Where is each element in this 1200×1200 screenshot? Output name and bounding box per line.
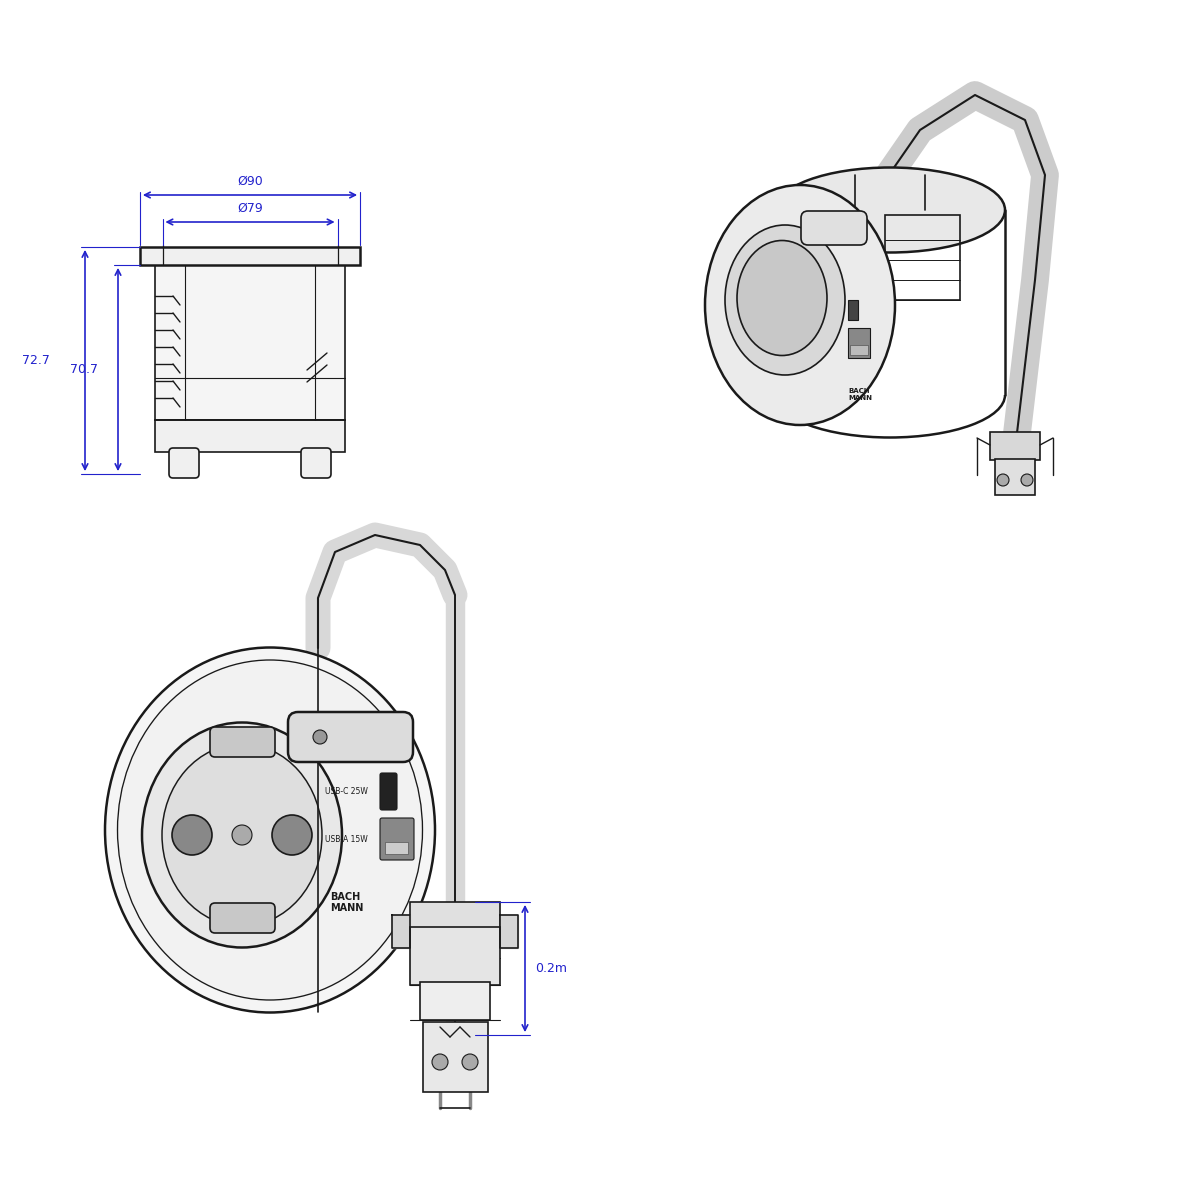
Bar bbox=[410, 926, 500, 985]
Text: 72.7: 72.7 bbox=[22, 354, 50, 367]
Text: BACH
MANN: BACH MANN bbox=[330, 892, 364, 913]
Text: 0.2m: 0.2m bbox=[535, 962, 568, 974]
Bar bbox=[422, 1022, 487, 1092]
Bar bbox=[155, 420, 346, 452]
Bar bbox=[848, 300, 858, 320]
Circle shape bbox=[432, 1054, 448, 1070]
Text: 70.7: 70.7 bbox=[70, 362, 98, 376]
Polygon shape bbox=[392, 914, 410, 948]
Text: USB-A 15W: USB-A 15W bbox=[325, 834, 367, 844]
Circle shape bbox=[997, 474, 1009, 486]
Ellipse shape bbox=[725, 226, 845, 374]
Bar bbox=[850, 346, 868, 355]
Bar bbox=[848, 328, 870, 358]
Bar bbox=[990, 432, 1040, 460]
Ellipse shape bbox=[775, 168, 1006, 252]
FancyBboxPatch shape bbox=[380, 818, 414, 860]
Ellipse shape bbox=[142, 722, 342, 948]
Bar bbox=[995, 460, 1036, 496]
Circle shape bbox=[172, 815, 212, 854]
Bar bbox=[140, 247, 360, 265]
FancyBboxPatch shape bbox=[169, 448, 199, 478]
FancyBboxPatch shape bbox=[210, 902, 275, 934]
Bar bbox=[886, 215, 960, 300]
Polygon shape bbox=[500, 914, 518, 948]
Bar bbox=[420, 982, 490, 1020]
Ellipse shape bbox=[106, 648, 436, 1013]
Circle shape bbox=[232, 826, 252, 845]
FancyBboxPatch shape bbox=[210, 727, 275, 757]
Bar bbox=[385, 842, 408, 854]
Circle shape bbox=[313, 730, 326, 744]
Text: USB-C 25W: USB-C 25W bbox=[325, 787, 368, 797]
FancyBboxPatch shape bbox=[301, 448, 331, 478]
Ellipse shape bbox=[162, 744, 322, 926]
Bar bbox=[155, 265, 346, 420]
Text: BACH
MANN: BACH MANN bbox=[848, 388, 872, 401]
Circle shape bbox=[1021, 474, 1033, 486]
Text: Ø79: Ø79 bbox=[238, 202, 263, 215]
Bar bbox=[410, 902, 500, 930]
Text: Ø90: Ø90 bbox=[238, 175, 263, 188]
FancyBboxPatch shape bbox=[802, 211, 866, 245]
Ellipse shape bbox=[118, 660, 422, 1000]
Ellipse shape bbox=[737, 240, 827, 355]
Circle shape bbox=[272, 815, 312, 854]
Ellipse shape bbox=[706, 185, 895, 425]
FancyBboxPatch shape bbox=[380, 773, 397, 810]
FancyBboxPatch shape bbox=[288, 712, 413, 762]
Circle shape bbox=[462, 1054, 478, 1070]
